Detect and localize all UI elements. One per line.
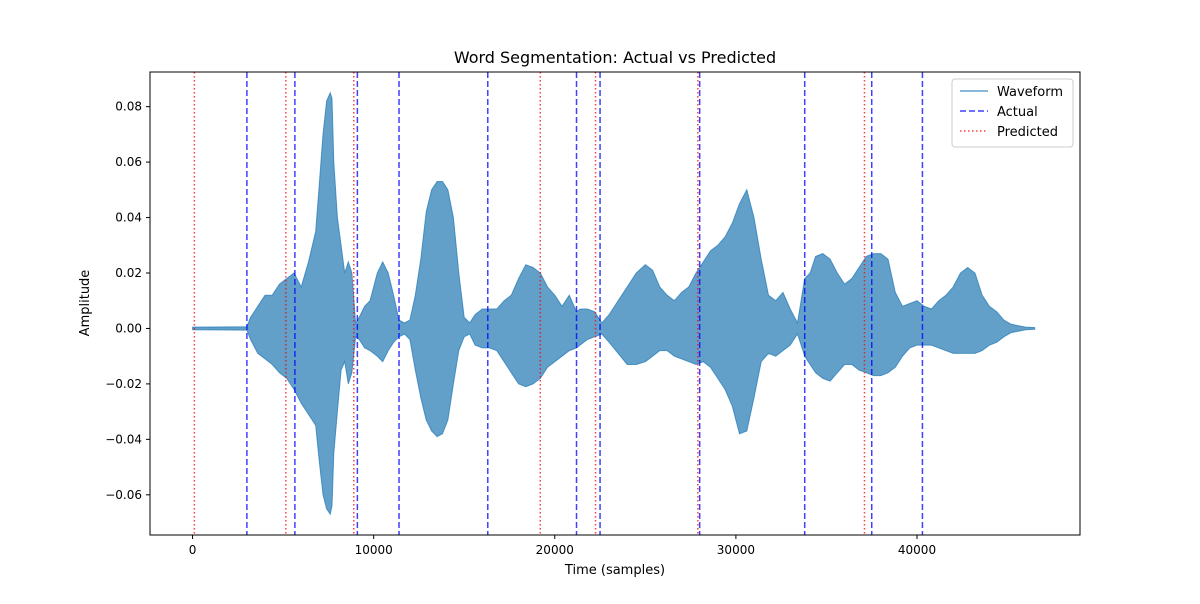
- y-tick-label: −0.04: [105, 432, 142, 446]
- y-axis-label: Amplitude: [78, 270, 93, 337]
- x-tick-label: 0: [189, 543, 197, 557]
- legend-waveform-label: Waveform: [997, 85, 1063, 100]
- plot-area: [149, 71, 1081, 536]
- y-tick-label: 0.02: [115, 266, 142, 280]
- y-axis: −0.06 −0.04 −0.02 0.00 0.02 0.04 0.06 0.08: [105, 100, 150, 502]
- y-tick-label: 0.04: [115, 211, 142, 225]
- x-axis: 0 10000 20000 30000 40000: [189, 535, 936, 557]
- x-tick-label: 10000: [355, 543, 393, 557]
- x-tick-label: 40000: [898, 543, 936, 557]
- y-tick-label: −0.06: [105, 488, 142, 502]
- waveform-series: [192, 91, 1036, 516]
- legend-frame: [951, 78, 1074, 148]
- y-tick-label: 0.00: [115, 321, 142, 335]
- y-tick-label: −0.02: [105, 377, 142, 391]
- legend-predicted-label: Predicted: [997, 125, 1058, 140]
- x-tick-label: 20000: [536, 543, 574, 557]
- plot-frame: [149, 71, 1081, 536]
- y-tick-label: 0.08: [115, 100, 142, 114]
- legend-actual-label: Actual: [997, 105, 1038, 120]
- x-tick-label: 30000: [717, 543, 755, 557]
- x-axis-label: Time (samples): [564, 563, 665, 578]
- legend: Waveform Actual Predicted: [951, 78, 1074, 148]
- y-tick-label: 0.06: [115, 155, 142, 169]
- chart-title: Word Segmentation: Actual vs Predicted: [454, 48, 776, 67]
